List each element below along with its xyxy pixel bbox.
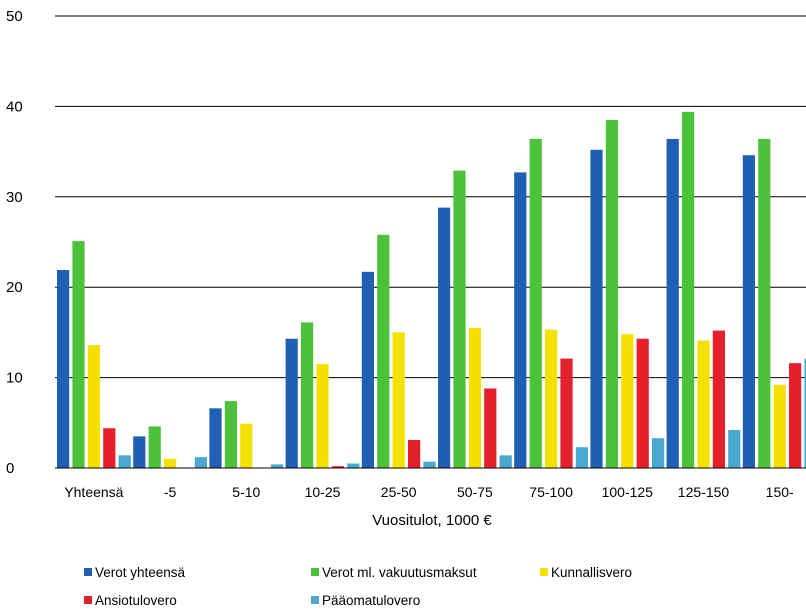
legend-swatch (540, 568, 548, 576)
bar-0-8 (666, 138, 679, 468)
bar-1-8 (682, 111, 695, 468)
legend-label: Verot yhteensä (95, 565, 186, 580)
y-tick-label: 0 (6, 460, 14, 477)
bar-1-3 (301, 322, 314, 468)
legend-swatch (311, 596, 319, 604)
bar-4-5 (499, 455, 512, 468)
x-tick-label: 5-10 (232, 484, 260, 500)
bar-0-1 (133, 436, 146, 468)
bar-3-9 (789, 363, 802, 468)
bar-0-9 (742, 155, 755, 468)
bar-1-9 (758, 138, 771, 468)
bar-2-2 (240, 423, 253, 468)
bar-4-2 (271, 464, 284, 468)
bar-1-0 (72, 241, 85, 468)
bar-4-3 (347, 463, 360, 468)
bar-2-1 (164, 458, 177, 468)
x-tick-label: 150- (766, 484, 794, 500)
x-tick-label: 10-25 (305, 484, 341, 500)
bar-2-0 (87, 345, 100, 468)
x-tick-label: 100-125 (602, 484, 654, 500)
bar-3-6 (560, 358, 573, 468)
bar-3-3 (331, 466, 344, 468)
legend-swatch (311, 568, 319, 576)
bar-0-4 (361, 271, 374, 468)
bar-3-7 (636, 338, 649, 468)
bar-2-9 (773, 384, 786, 468)
x-tick-label: Yhteensä (64, 484, 123, 500)
y-tick-label: 30 (6, 189, 23, 206)
bar-1-7 (605, 119, 618, 469)
bar-2-6 (545, 329, 558, 468)
x-tick-label: 75-100 (529, 484, 573, 500)
bar-0-3 (285, 338, 298, 468)
bar-4-7 (652, 438, 665, 468)
y-tick-label: 50 (6, 8, 23, 25)
bar-3-8 (712, 330, 725, 468)
bar-3-4 (408, 439, 421, 468)
bar-2-3 (316, 364, 329, 468)
bars (57, 111, 806, 469)
bar-1-1 (148, 426, 161, 468)
y-axis-ticks: 0 10 20 30 40 50 (6, 8, 23, 477)
bar-2-7 (621, 334, 634, 468)
legend-label: Kunnallisvero (551, 565, 632, 580)
gridlines (55, 15, 806, 379)
bar-1-4 (377, 234, 390, 468)
bar-3-0 (103, 428, 116, 468)
x-tick-label: 125-150 (678, 484, 730, 500)
bar-4-0 (118, 455, 131, 468)
y-tick-label: 10 (6, 370, 23, 387)
bar-2-8 (697, 340, 710, 468)
y-tick-label: 40 (6, 98, 23, 115)
bar-0-2 (209, 408, 222, 468)
bar-1-6 (529, 138, 542, 468)
bar-0-6 (514, 172, 527, 468)
bar-3-5 (484, 388, 497, 468)
legend-label: Verot ml. vakuutusmaksut (322, 565, 477, 580)
x-axis-title: Vuositulot, 1000 € (372, 512, 492, 529)
bar-2-5 (468, 327, 481, 468)
bar-4-1 (194, 457, 207, 468)
x-tick-label: 25-50 (381, 484, 417, 500)
bar-0-5 (438, 207, 451, 468)
x-axis-ticks: Yhteensä -5 5-10 10-25 25-50 50-75 75-100 100-1… (64, 484, 794, 500)
legend-swatch (84, 596, 92, 604)
legend: Verot yhteensä Verot ml. vakuutusmaksut Ku… (84, 565, 632, 608)
bar-0-7 (590, 149, 603, 469)
y-tick-label: 20 (6, 279, 23, 296)
bar-4-8 (728, 430, 741, 468)
legend-label: Ansiotulovero (95, 593, 177, 608)
legend-label: Pääomatulovero (322, 593, 420, 608)
bar-2-4 (392, 332, 405, 468)
bar-1-2 (224, 401, 237, 468)
x-tick-label: -5 (164, 484, 177, 500)
bar-4-4 (423, 461, 436, 468)
bar-4-6 (575, 447, 588, 468)
x-tick-label: 50-75 (457, 484, 493, 500)
bar-1-5 (453, 170, 466, 469)
bar-0-0 (57, 270, 70, 468)
legend-swatch (84, 568, 92, 576)
bar-4-9 (804, 358, 806, 468)
